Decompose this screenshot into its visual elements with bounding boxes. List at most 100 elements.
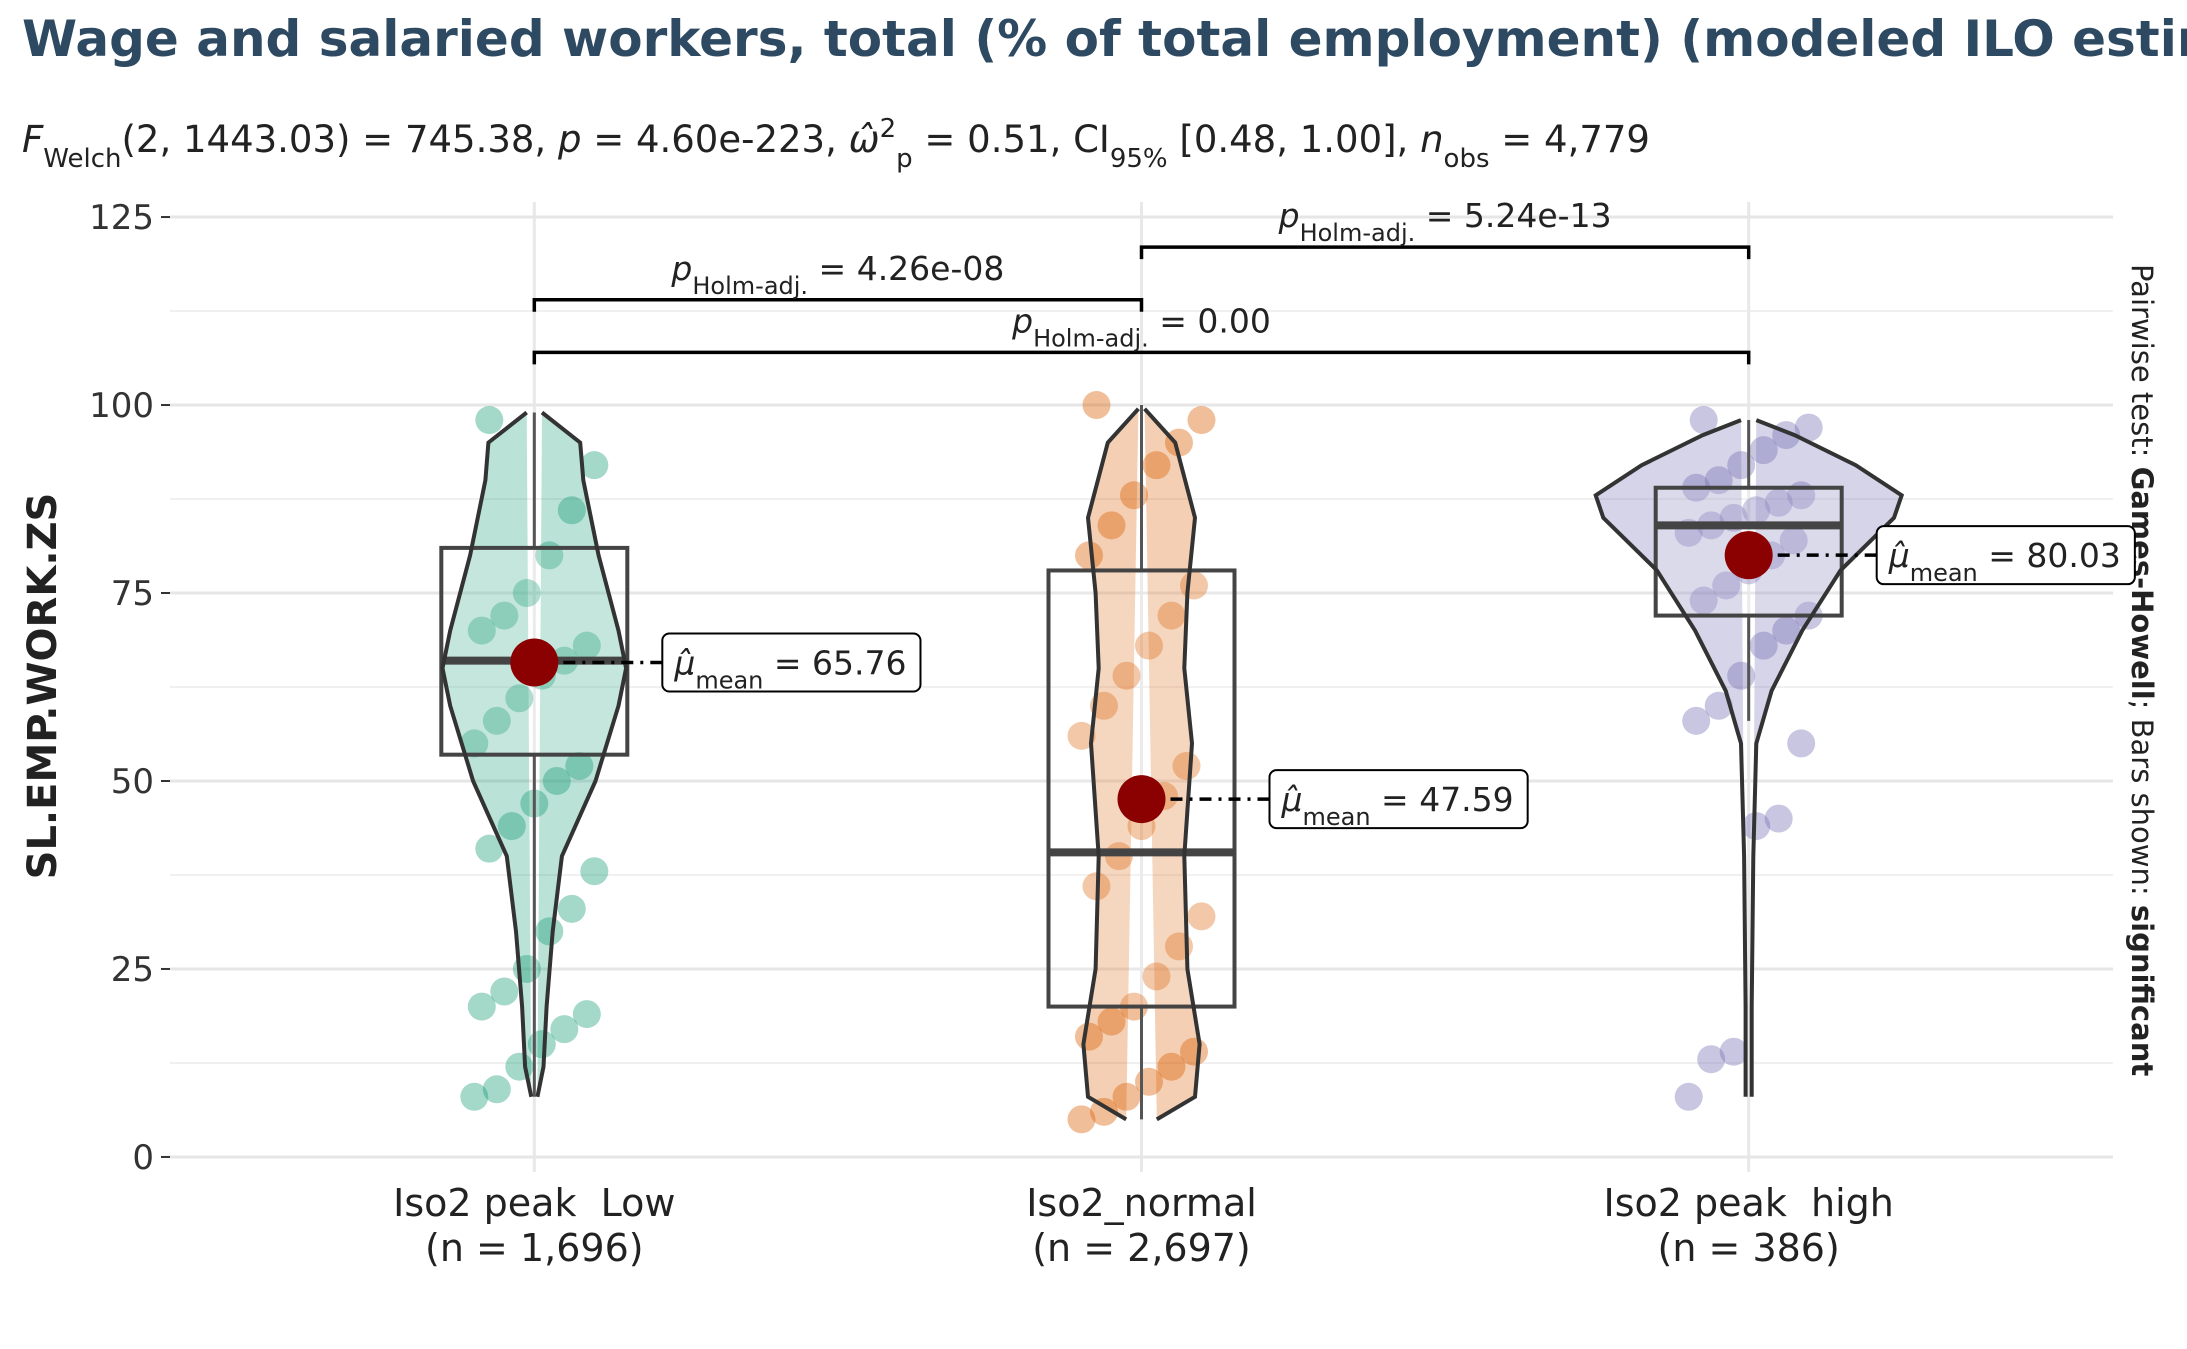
mean-point xyxy=(1117,775,1166,824)
subtitle-part: p xyxy=(896,144,913,174)
violin-outline xyxy=(1593,418,1748,1097)
data-point xyxy=(1112,661,1141,690)
data-point xyxy=(1674,1082,1703,1111)
data-point xyxy=(482,1075,511,1104)
data-point xyxy=(1142,962,1171,991)
y-tick-label: 25 xyxy=(111,950,154,990)
data-point xyxy=(1180,1037,1208,1066)
data-point xyxy=(1779,526,1808,555)
comparison-label-part: = 5.24e-13 xyxy=(1415,196,1611,235)
subtitle-part: Welch xyxy=(43,144,121,174)
comparison-bracket xyxy=(532,298,1144,312)
mean-label-part: mean xyxy=(1303,803,1371,831)
data-point xyxy=(1742,812,1771,841)
y-axis-label: SL.EMP.WORK.ZS xyxy=(20,493,66,880)
data-point xyxy=(497,812,526,841)
data-point xyxy=(1787,729,1816,758)
subtitle-part: F xyxy=(22,118,44,161)
x-tick-sublabel: (n = 1,696) xyxy=(425,1226,644,1270)
mean-label-part: μ̂ xyxy=(673,643,695,682)
data-point xyxy=(475,834,504,863)
mean-label-part: = 80.03 xyxy=(1978,536,2121,575)
data-point xyxy=(1135,631,1163,660)
data-point xyxy=(1067,1105,1096,1134)
data-point xyxy=(1082,391,1111,420)
caption-part: Pairwise test: xyxy=(2125,264,2159,467)
mean-label-box xyxy=(1875,525,2136,586)
mean-label-part: mean xyxy=(695,666,763,694)
data-point xyxy=(505,684,534,713)
subtitle-part: 95% xyxy=(1110,144,1168,174)
data-point xyxy=(572,1000,601,1029)
data-point xyxy=(460,729,489,758)
violin-fill xyxy=(1595,420,1746,1097)
data-point xyxy=(1689,406,1718,435)
data-point xyxy=(580,857,609,886)
data-point xyxy=(550,1015,579,1044)
data-point xyxy=(1712,571,1741,600)
violin-outline xyxy=(535,410,629,1098)
chart-title: Wage and salaried workers, total (% of t… xyxy=(22,10,2187,68)
violin-outline xyxy=(1143,407,1202,1122)
data-point xyxy=(1187,902,1216,931)
data-point xyxy=(1704,691,1733,720)
comparison-label-part: Holm-adj. xyxy=(692,272,808,300)
comparison-label-part: p xyxy=(1011,301,1033,340)
comparison-bracket xyxy=(1139,245,1751,260)
subtitle-part: [0.48, 1.00], xyxy=(1168,118,1420,161)
comparison-label-part: = 4.26e-08 xyxy=(808,249,1004,288)
data-point xyxy=(1165,428,1193,457)
data-point xyxy=(1090,1097,1118,1126)
data-point xyxy=(1075,541,1103,570)
subtitle-part: obs xyxy=(1444,144,1490,174)
mean-label-box xyxy=(1268,769,1529,830)
data-point xyxy=(460,1082,489,1111)
data-point xyxy=(1682,706,1711,735)
mean-label-part: = 47.59 xyxy=(1371,780,1514,819)
mean-label-part: μ̂ xyxy=(1888,536,1910,575)
violin-outline xyxy=(440,410,534,1098)
comparison-label: pHolm-adj. = 5.24e-13 xyxy=(1278,196,1612,247)
mean-point xyxy=(510,638,559,687)
data-point xyxy=(467,616,496,645)
x-tick-sublabel: (n = 386) xyxy=(1658,1226,1840,1270)
data-point xyxy=(557,894,586,923)
data-point xyxy=(1764,804,1793,833)
data-point xyxy=(512,579,541,608)
data-point xyxy=(490,601,519,630)
subtitle-part: = 4,779 xyxy=(1490,118,1650,161)
chart-subtitle: FWelch(2, 1443.03) = 745.38, p = 4.60e-2… xyxy=(22,114,1650,174)
y-tick-label: 0 xyxy=(132,1138,154,1178)
data-point xyxy=(1142,451,1171,480)
subtitle-part: = 4.60e-223, xyxy=(581,118,848,161)
data-point xyxy=(1120,481,1148,510)
subtitle-part: ω̂ xyxy=(849,118,880,161)
comparison-label-part: Holm-adj. xyxy=(1033,324,1149,352)
y-tick-label: 75 xyxy=(111,574,154,614)
data-point xyxy=(580,451,609,480)
data-point xyxy=(1742,496,1771,525)
data-point xyxy=(1749,631,1778,660)
mean-label: μ̂mean = 47.59 xyxy=(1281,780,1514,831)
comparison-bracket xyxy=(532,350,1751,365)
x-tick-sublabel: (n = 2,697) xyxy=(1032,1226,1251,1270)
caption: Pairwise test: Games-Howell; Bars shown:… xyxy=(2125,264,2159,1076)
data-point xyxy=(490,977,519,1006)
comparison-label-part: = 0.00 xyxy=(1149,301,1271,340)
data-point xyxy=(1794,413,1823,442)
comparison-label-part: p xyxy=(1278,196,1300,235)
data-point xyxy=(557,496,586,525)
data-point xyxy=(467,992,496,1021)
data-point xyxy=(1097,511,1126,540)
y-tick-label: 50 xyxy=(111,762,154,802)
caption-part: significant xyxy=(2125,905,2159,1076)
y-tick-label: 125 xyxy=(89,198,154,238)
data-point xyxy=(1172,751,1201,780)
subtitle-part: p xyxy=(557,118,582,161)
x-tick-label: Iso2_normal xyxy=(1026,1181,1257,1225)
mean-point xyxy=(1724,531,1773,580)
comparison-label-part: Holm-adj. xyxy=(1300,219,1416,247)
x-tick-label: Iso2 peak Low xyxy=(393,1181,675,1225)
x-tick-label: Iso2 peak high xyxy=(1604,1181,1894,1225)
